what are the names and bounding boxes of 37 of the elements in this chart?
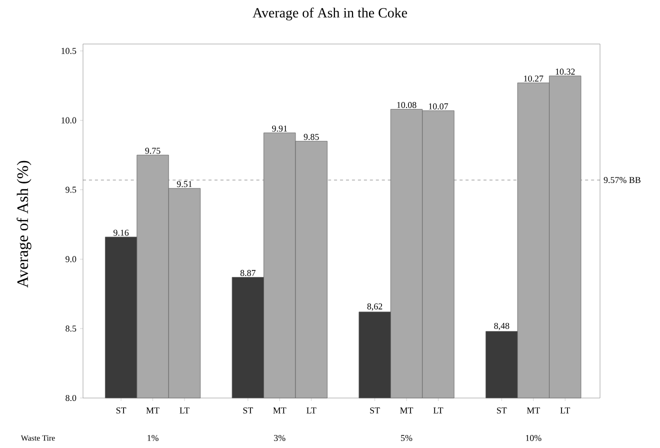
x-tick-label: ST	[116, 407, 126, 414]
data-label: 10.27	[524, 76, 544, 82]
data-label: 8,62	[367, 303, 382, 311]
y-tick-label: 8.0	[66, 394, 76, 402]
data-label: 9.75	[145, 148, 160, 154]
x-tick-label: MT	[526, 407, 540, 414]
x-tick-label: MT	[146, 407, 160, 414]
data-label: 9.91	[272, 126, 287, 132]
text: 10%	[526, 434, 542, 442]
text: 5%	[401, 434, 412, 442]
ref-line-label: 9.57% BB	[604, 176, 640, 184]
x-tick-label: MT	[273, 407, 286, 414]
data-label: 10.32	[556, 68, 575, 75]
y-tick-label: 9.5	[66, 186, 76, 193]
text: 1%	[148, 434, 158, 442]
x-tick-label: LT	[433, 407, 444, 414]
data-label: 8,48	[494, 322, 510, 330]
x-tick-label: ST	[243, 407, 254, 414]
x-tick-label: ST	[370, 407, 380, 414]
x-tick-label: LT	[560, 407, 570, 414]
x-tick-label: MT	[400, 407, 414, 414]
y-tick-label: 10.0	[62, 117, 76, 124]
data-label: 9.51	[176, 181, 192, 188]
data-label: 8.87	[240, 270, 256, 276]
y-tick-label: 10.5	[62, 48, 76, 54]
y-tick-label: 9.0	[66, 256, 76, 262]
data-label: 9.85	[304, 134, 319, 140]
x-tick-label: LT	[180, 407, 190, 414]
y-axis-title: Average of Ash (%)	[16, 160, 32, 288]
chart-title: Average of Ash in the Coke	[252, 8, 408, 20]
data-label: 9.16	[114, 230, 129, 236]
text: 3%	[274, 434, 286, 442]
data-label: 10.08	[397, 102, 416, 108]
y-tick-label: 8.5	[66, 326, 76, 332]
data-label: 10.07	[428, 103, 448, 110]
x-tick-label: LT	[306, 407, 316, 414]
x-tick-label: ST	[497, 407, 507, 414]
